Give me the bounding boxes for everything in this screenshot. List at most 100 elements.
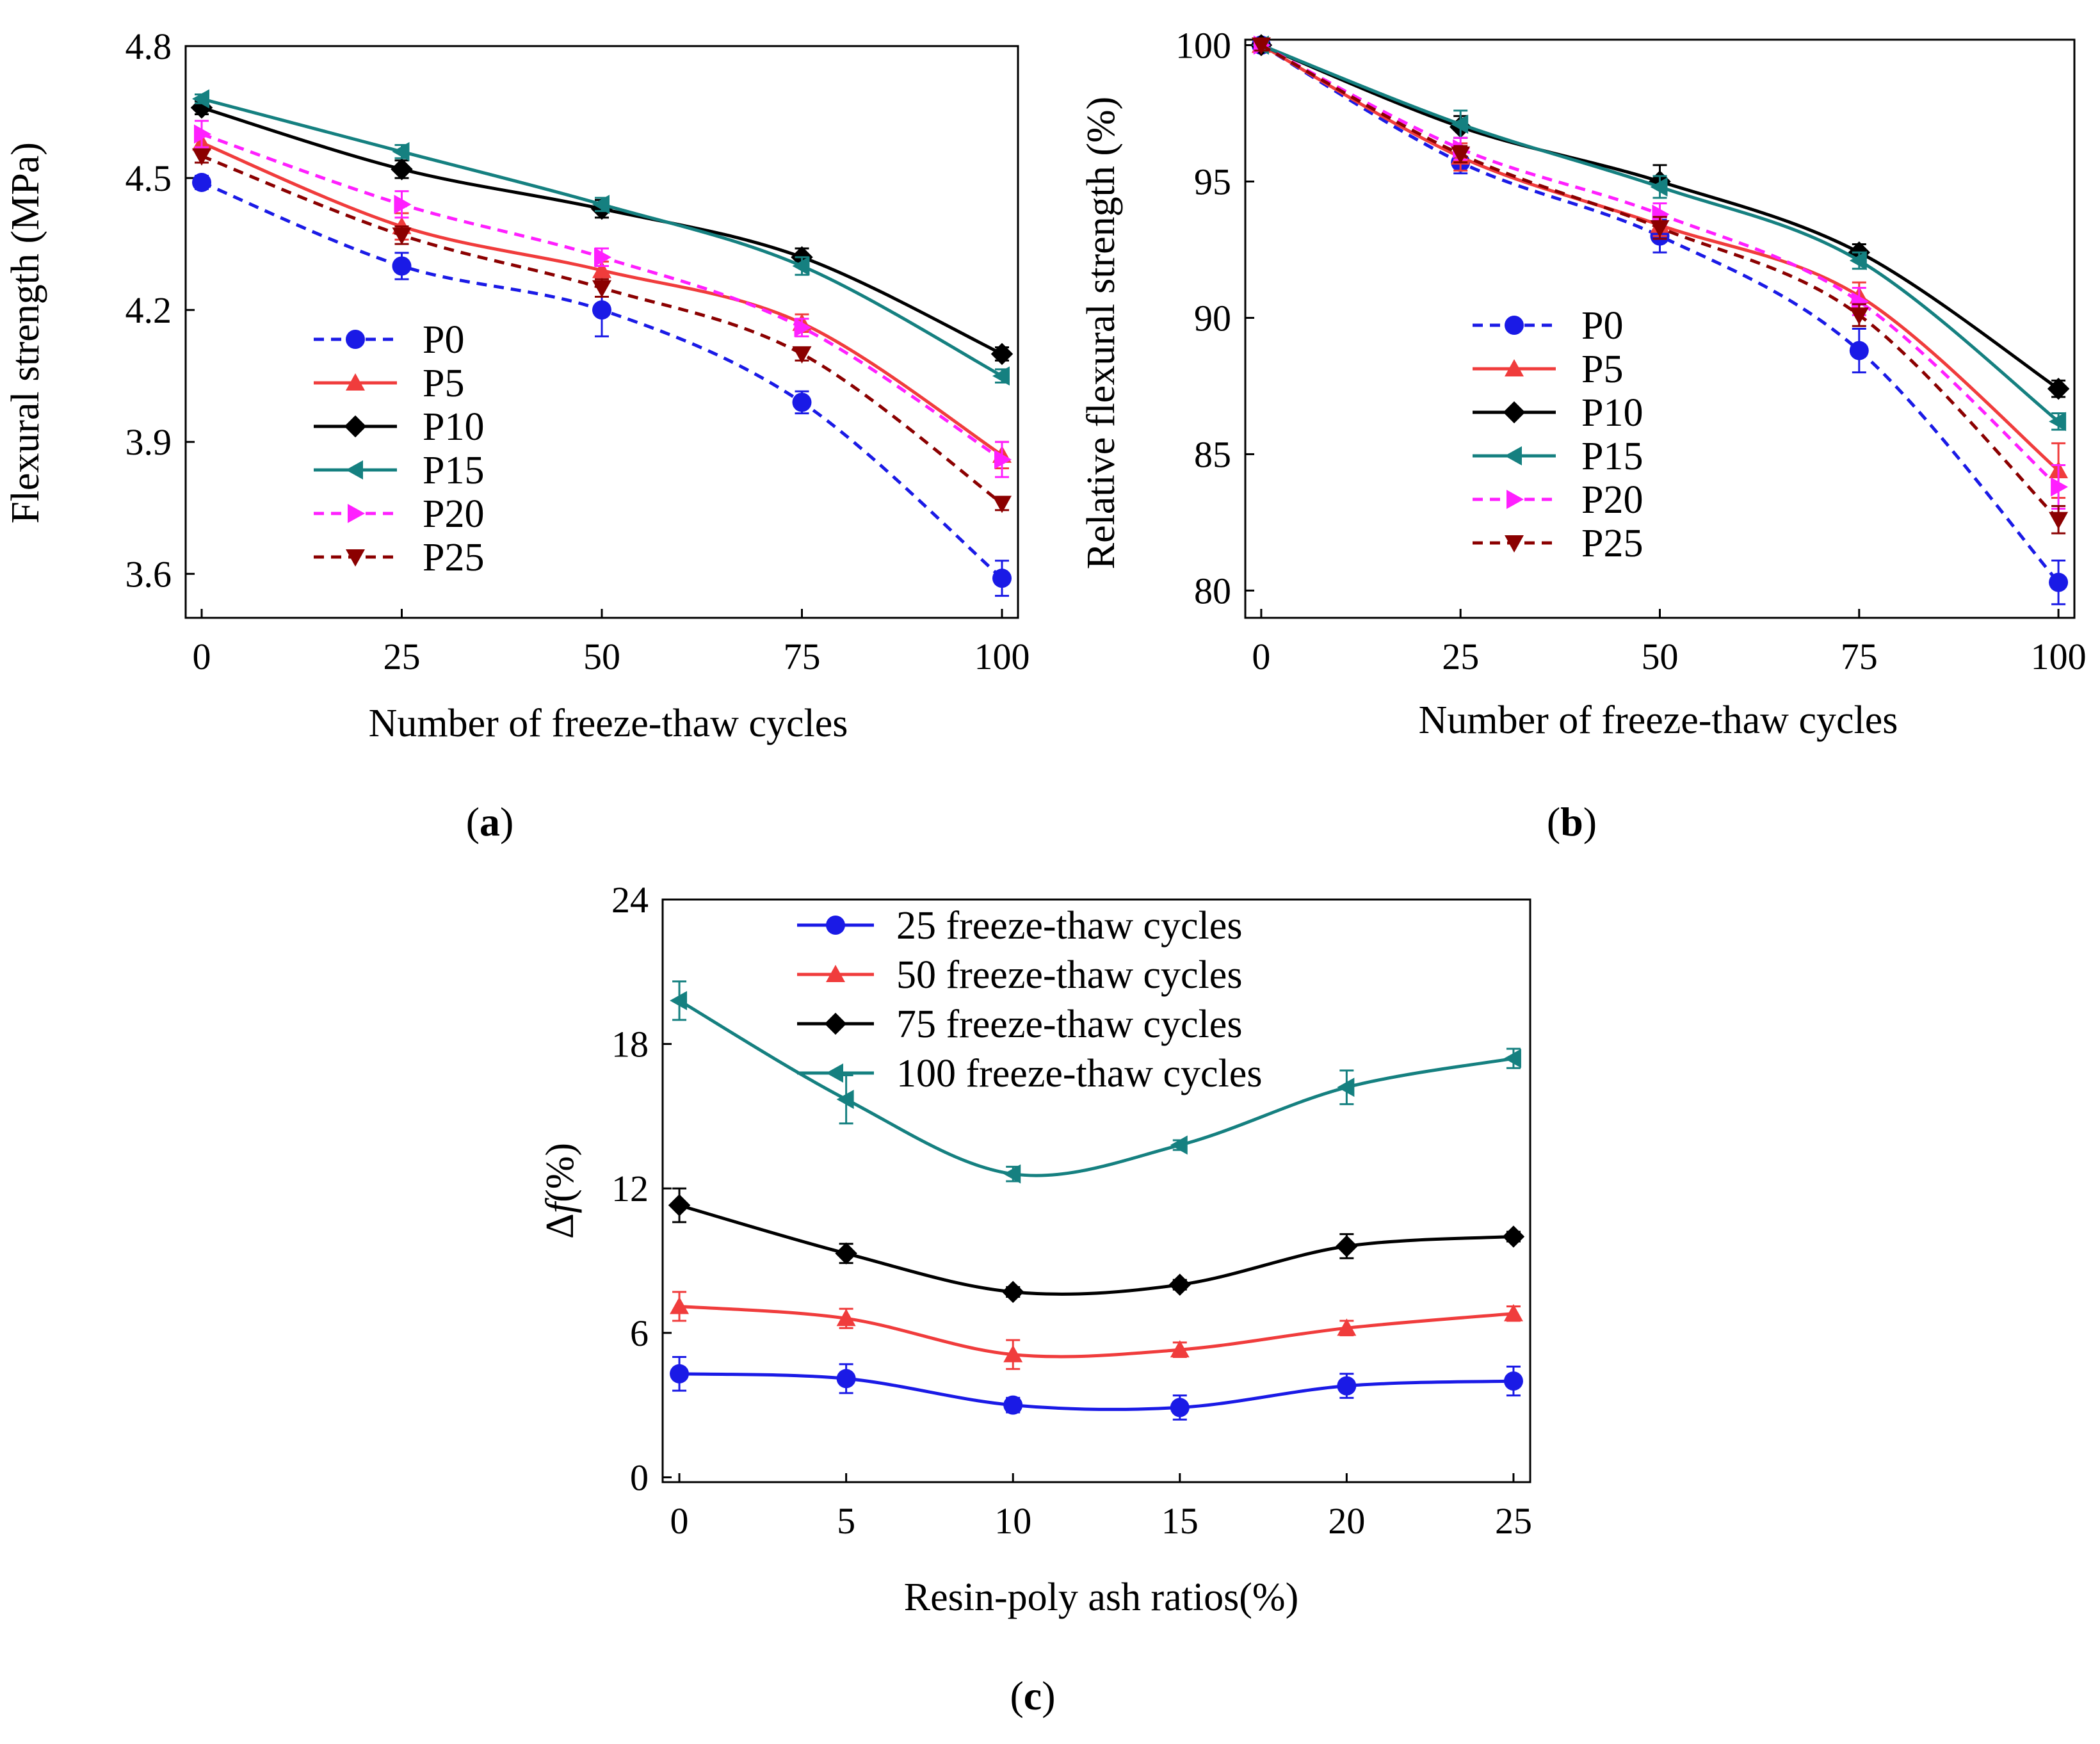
data-point bbox=[1336, 1235, 1358, 1257]
legend-label: P0 bbox=[423, 318, 464, 362]
legend-marker bbox=[826, 916, 845, 935]
legend-label: P10 bbox=[1581, 391, 1643, 435]
data-point bbox=[394, 195, 412, 214]
data-point bbox=[1503, 1049, 1521, 1069]
x-tick-label: 100 bbox=[2031, 636, 2087, 677]
series-25-freeze-thaw-cycles bbox=[670, 1355, 1523, 1421]
y-tick-label: 12 bbox=[611, 1168, 649, 1209]
panel-label: (b) bbox=[1547, 799, 1597, 844]
legend-marker bbox=[1505, 535, 1524, 553]
panel-label: (a) bbox=[466, 799, 514, 844]
y-axis-label: Relative flexural strength (%) bbox=[1079, 97, 1123, 570]
data-point bbox=[192, 148, 211, 166]
data-point bbox=[1849, 251, 1867, 271]
series-75-freeze-thaw-cycles bbox=[668, 1187, 1525, 1304]
data-point bbox=[792, 256, 810, 276]
data-point bbox=[592, 280, 611, 298]
data-point bbox=[2047, 377, 2070, 400]
x-tick-label: 10 bbox=[994, 1500, 1031, 1542]
x-tick-label: 0 bbox=[670, 1500, 689, 1542]
legend-marker bbox=[346, 330, 365, 349]
series-line bbox=[679, 1305, 1514, 1359]
data-point bbox=[1849, 307, 1869, 325]
series-p15 bbox=[1251, 35, 2067, 432]
series-line bbox=[1260, 44, 2060, 584]
series-line bbox=[1260, 44, 2060, 488]
legend-marker bbox=[1503, 401, 1526, 424]
y-tick-label: 100 bbox=[1175, 25, 1231, 67]
data-point bbox=[792, 392, 812, 412]
legend-marker bbox=[824, 1012, 847, 1035]
data-point bbox=[836, 1369, 856, 1389]
data-point bbox=[835, 1242, 857, 1265]
series-line bbox=[1260, 44, 2060, 521]
series-p20 bbox=[194, 120, 1012, 478]
x-tick-label: 15 bbox=[1161, 1500, 1199, 1542]
panel-label-close: ) bbox=[500, 799, 513, 844]
legend-label: P5 bbox=[1581, 348, 1623, 391]
legend-marker bbox=[826, 1063, 843, 1083]
x-tick-label: 50 bbox=[1642, 636, 1679, 677]
y-tick-label: 6 bbox=[630, 1312, 649, 1354]
y-tick-label: 0 bbox=[630, 1457, 649, 1498]
data-point bbox=[1851, 291, 1869, 311]
legend-label: P25 bbox=[423, 536, 484, 579]
data-point bbox=[194, 124, 211, 144]
x-tick-label: 75 bbox=[784, 636, 821, 677]
plot-frame bbox=[661, 898, 1531, 1483]
legend-label: P15 bbox=[1581, 435, 1643, 478]
panel-label-letter: b bbox=[1560, 799, 1583, 844]
legend-marker bbox=[1505, 446, 1522, 465]
panel-label-open: ( bbox=[1547, 799, 1560, 844]
data-point bbox=[1652, 204, 1670, 224]
data-point bbox=[992, 366, 1010, 386]
data-point bbox=[1503, 1371, 1523, 1391]
legend-label: 25 freeze-thaw cycles bbox=[896, 904, 1242, 948]
x-tick-label: 25 bbox=[1442, 636, 1479, 677]
legend-label: P20 bbox=[1581, 478, 1643, 522]
series-p25 bbox=[1251, 37, 2069, 535]
data-point bbox=[1337, 1078, 1355, 1097]
y-tick-label: 95 bbox=[1194, 161, 1231, 202]
legend-label: P15 bbox=[423, 449, 484, 492]
data-point bbox=[2049, 512, 2069, 529]
data-point bbox=[1451, 146, 1471, 164]
legend-marker bbox=[344, 415, 367, 438]
legend-label: 50 freeze-thaw cycles bbox=[896, 953, 1242, 997]
data-point bbox=[1170, 1135, 1188, 1155]
data-point bbox=[592, 261, 611, 279]
y-tick-label: 80 bbox=[1194, 570, 1231, 611]
data-point bbox=[994, 449, 1012, 469]
data-point bbox=[992, 496, 1012, 513]
y-tick-label: 4.5 bbox=[125, 157, 172, 199]
panel-label-open: ( bbox=[1010, 1673, 1023, 1718]
data-point bbox=[1168, 1273, 1191, 1296]
panel-label-close: ) bbox=[1583, 799, 1597, 844]
y-axis-label-suffix: (%) bbox=[538, 1143, 582, 1202]
data-point bbox=[670, 1364, 690, 1384]
y-axis-label: Flexural strength (MPa) bbox=[4, 142, 47, 524]
y-tick-label: 24 bbox=[611, 879, 649, 921]
data-point bbox=[670, 990, 688, 1010]
data-point bbox=[1337, 1318, 1357, 1336]
y-tick-label: 85 bbox=[1194, 433, 1231, 475]
legend-label: 100 freeze-thaw cycles bbox=[896, 1052, 1262, 1095]
x-tick-label: 100 bbox=[974, 636, 1030, 677]
legend-marker bbox=[348, 504, 365, 523]
y-axis-label-prefix: Δ bbox=[538, 1213, 582, 1239]
panel-label-open: ( bbox=[466, 799, 480, 844]
x-axis-label: Number of freeze-thaw cycles bbox=[1419, 698, 1898, 742]
legend-label: P20 bbox=[423, 492, 484, 536]
data-point bbox=[2051, 477, 2069, 497]
data-point bbox=[1003, 1395, 1023, 1415]
legend-marker bbox=[346, 549, 365, 567]
data-point bbox=[1650, 177, 1668, 197]
data-point bbox=[1650, 220, 1670, 238]
legend-marker bbox=[1505, 359, 1524, 376]
data-point bbox=[1337, 1376, 1357, 1396]
series-p25 bbox=[192, 148, 1012, 513]
series-100-freeze-thaw-cycles bbox=[670, 980, 1521, 1184]
x-axis-label: Resin-poly ash ratios(%) bbox=[904, 1576, 1298, 1619]
series-line bbox=[679, 1372, 1514, 1411]
data-point bbox=[2049, 412, 2067, 432]
